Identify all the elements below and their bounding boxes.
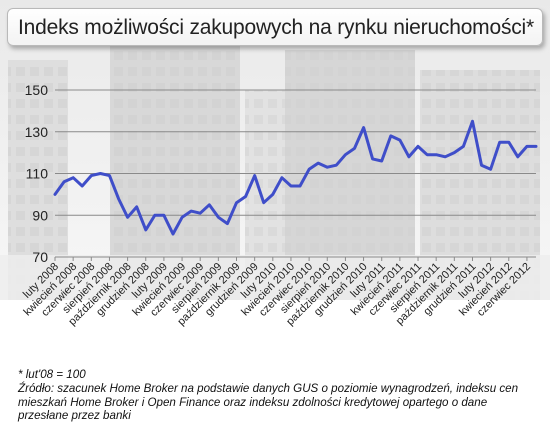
series-line-path: [53, 119, 538, 236]
y-tick-label: 130: [25, 124, 49, 140]
y-tick-label: 70: [32, 249, 48, 265]
source-note: Źródło: szacunek Home Broker na podstawi…: [18, 381, 519, 423]
y-tick-label: 150: [25, 82, 49, 98]
notes: * lut'08 = 100 Źródło: szacunek Home Bro…: [18, 368, 538, 423]
title-box: Indeks możliwości zakupowych na rynku ni…: [7, 8, 543, 46]
y-tick-label: 90: [32, 207, 48, 223]
y-axis: 70 90 110 130 150: [25, 82, 49, 265]
footnote: * lut'08 = 100: [18, 368, 86, 381]
series-line: [53, 119, 538, 236]
chart-title: Indeks możliwości zakupowych na rynku ni…: [18, 16, 534, 39]
grid-lines: [55, 89, 536, 258]
y-tick-label: 110: [26, 166, 49, 182]
